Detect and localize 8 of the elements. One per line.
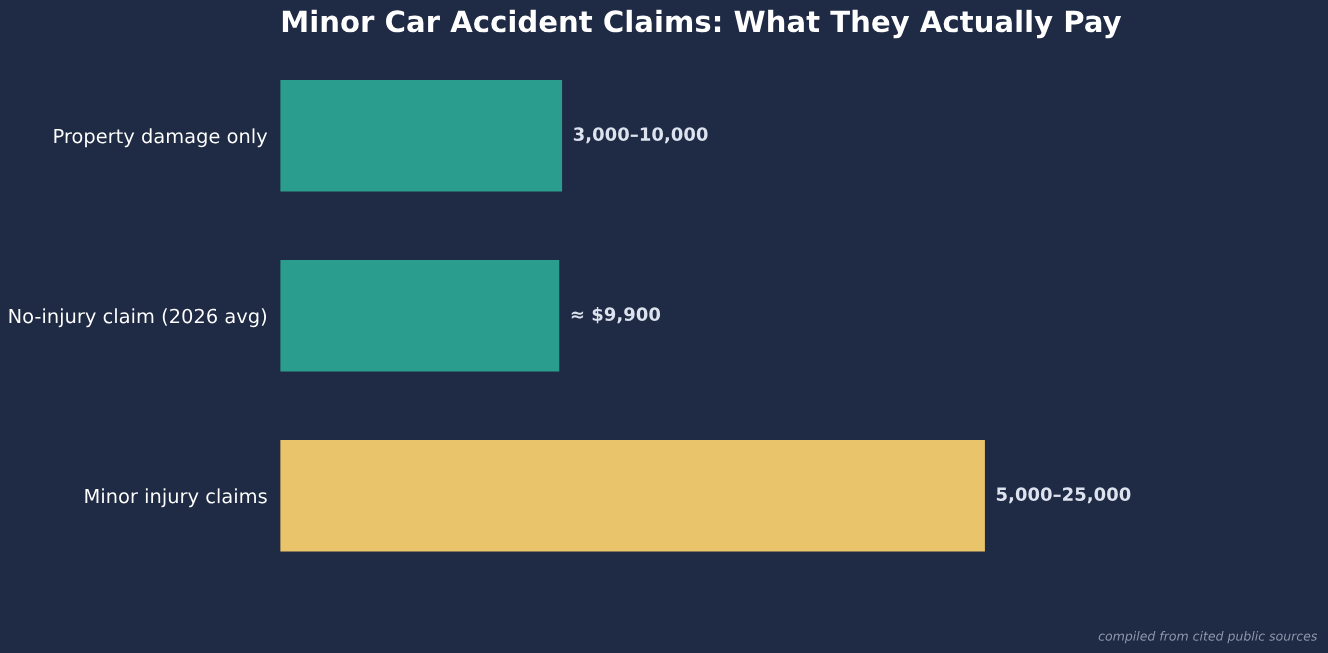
data-label: 5,000–25,000	[996, 487, 1131, 504]
data-label: 3,000–10,000	[573, 127, 708, 144]
data-label: ≈ $9,900	[571, 306, 661, 324]
y-tick-label: Minor injury claims	[85, 488, 267, 508]
text: compiled from cited public sources	[1098, 631, 1318, 644]
y-tick-label: No-injury claim (2026 avg)	[9, 308, 267, 328]
y-tick-label: Property damage only	[54, 128, 268, 148]
chart-title: Minor Car Accident Claims: What They Actually Pay	[282, 9, 1122, 39]
